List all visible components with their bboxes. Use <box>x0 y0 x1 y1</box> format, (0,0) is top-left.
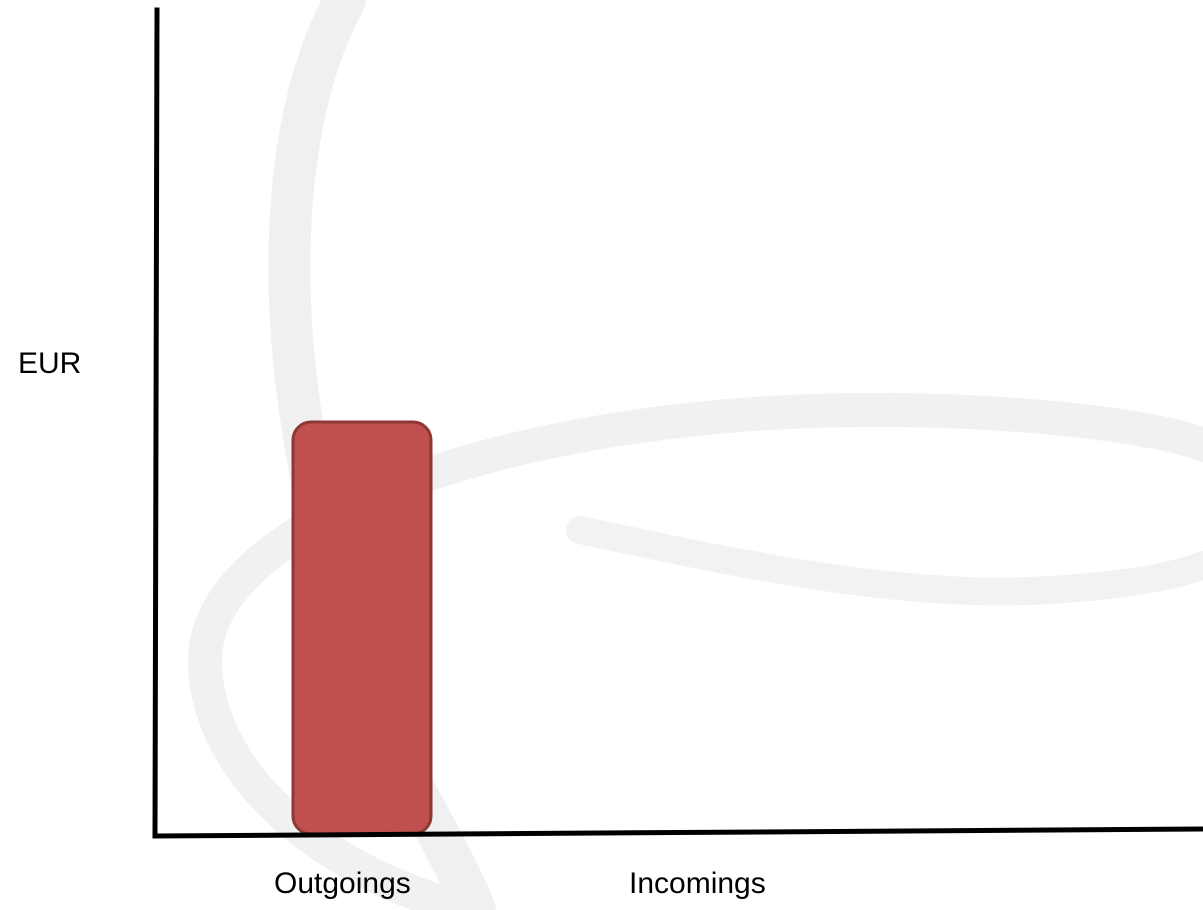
y-axis-label: EUR <box>18 347 81 380</box>
bar-outgoings <box>291 420 433 836</box>
x-axis <box>152 826 1203 839</box>
x-tick-label-incomings: Incomings <box>629 867 766 900</box>
watermark-arc-inner <box>566 516 1203 606</box>
x-tick-label-outgoings: Outgoings <box>274 867 411 900</box>
bars-group <box>291 420 433 836</box>
y-axis <box>152 7 160 839</box>
